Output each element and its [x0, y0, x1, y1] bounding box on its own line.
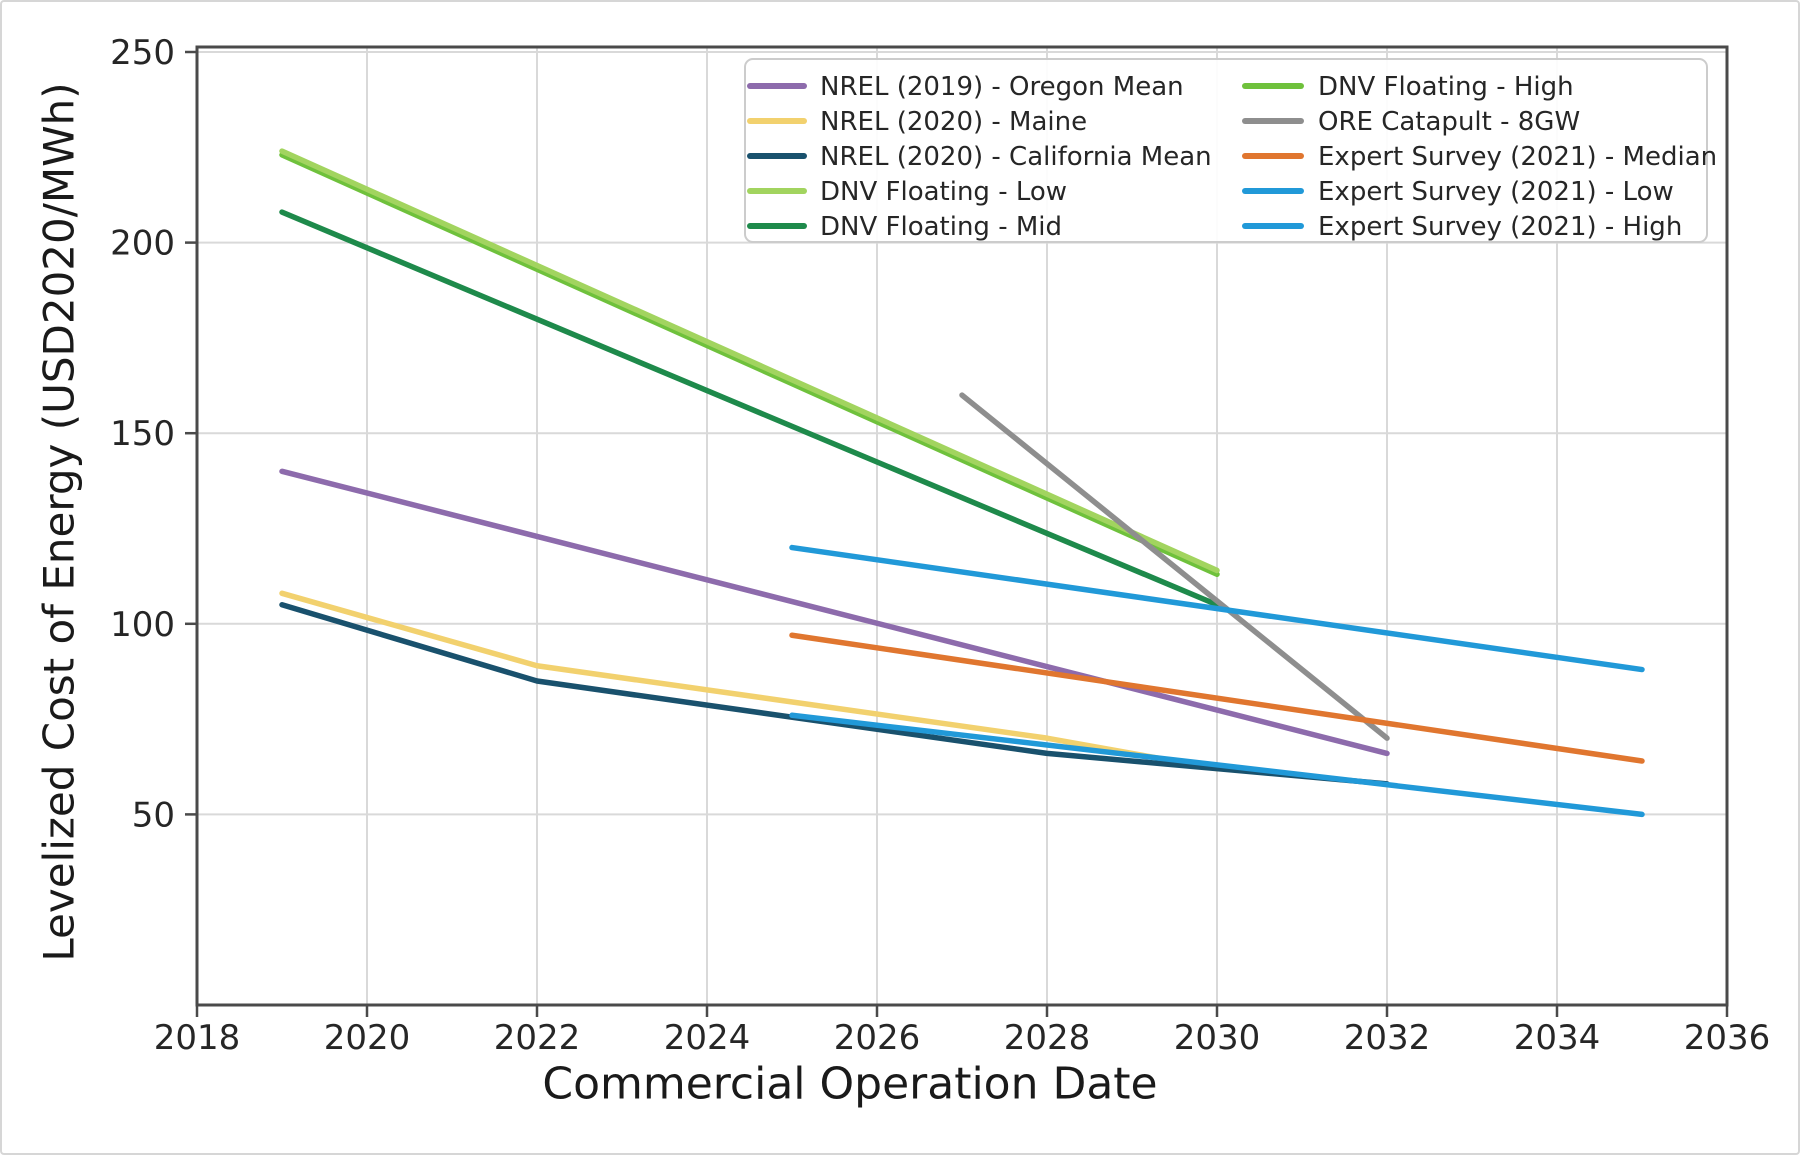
series-line-dnv-floating-mid	[279, 209, 1220, 608]
x-tick-label: 2022	[494, 1018, 581, 1058]
legend-label-ore-catapult-8gw: ORE Catapult - 8GW	[1318, 107, 1580, 137]
y-axis-title: Levelized Cost of Energy (USD2020/MWh)	[34, 82, 84, 962]
series-line-dnv-floating-high	[279, 152, 1220, 577]
y-tick-label: 200	[110, 224, 175, 264]
x-tick-label: 2020	[324, 1018, 411, 1058]
legend-label-expert-survey-2021-median: Expert Survey (2021) - Median	[1318, 142, 1717, 172]
series-line-expert-survey-2021-median	[789, 632, 1645, 764]
y-tick-label: 150	[110, 414, 175, 454]
legend-label-nrel-2020-maine: NREL (2020) - Maine	[820, 107, 1087, 137]
plot-frame	[195, 45, 1729, 1007]
x-tick-label: 2030	[1174, 1018, 1261, 1058]
legend-label-dnv-floating-high: DNV Floating - High	[1318, 72, 1574, 102]
x-tick-label: 2032	[1344, 1018, 1431, 1058]
legend-label-nrel-2020-california-mean: NREL (2020) - California Mean	[820, 142, 1212, 172]
y-tick-label: 50	[132, 795, 175, 835]
series-line-expert-survey-2021-low	[789, 712, 1645, 818]
x-tick-label: 2028	[1004, 1018, 1091, 1058]
series-line-dnv-floating-low	[279, 148, 1220, 574]
legend-label-expert-survey-2021-high: Expert Survey (2021) - High	[1318, 212, 1682, 242]
legend-label-dnv-floating-mid: DNV Floating - Mid	[820, 212, 1062, 242]
legend-box	[744, 58, 1708, 243]
series-line-nrel-2020-california-mean	[279, 601, 1390, 787]
x-tick-label: 2024	[664, 1018, 751, 1058]
legend-label-nrel-2019-oregon-mean: NREL (2019) - Oregon Mean	[820, 72, 1184, 102]
y-tick-label: 100	[110, 605, 175, 645]
x-tick-label: 2036	[1684, 1018, 1771, 1058]
series-line-ore-catapult-8gw	[959, 392, 1390, 741]
y-tick-label: 250	[110, 33, 175, 73]
legend-label-expert-survey-2021-low: Expert Survey (2021) - Low	[1318, 177, 1674, 207]
legend-label-dnv-floating-low: DNV Floating - Low	[820, 177, 1067, 207]
x-tick-label: 2034	[1514, 1018, 1601, 1058]
series-line-nrel-2020-maine	[279, 590, 1220, 772]
x-tick-label: 2018	[154, 1018, 241, 1058]
x-axis-title: Commercial Operation Date	[542, 1058, 1158, 1110]
x-tick-label: 2026	[834, 1018, 921, 1058]
series-line-expert-survey-2021-high	[789, 544, 1645, 673]
series-line-nrel-2019-oregon-mean	[279, 468, 1390, 757]
